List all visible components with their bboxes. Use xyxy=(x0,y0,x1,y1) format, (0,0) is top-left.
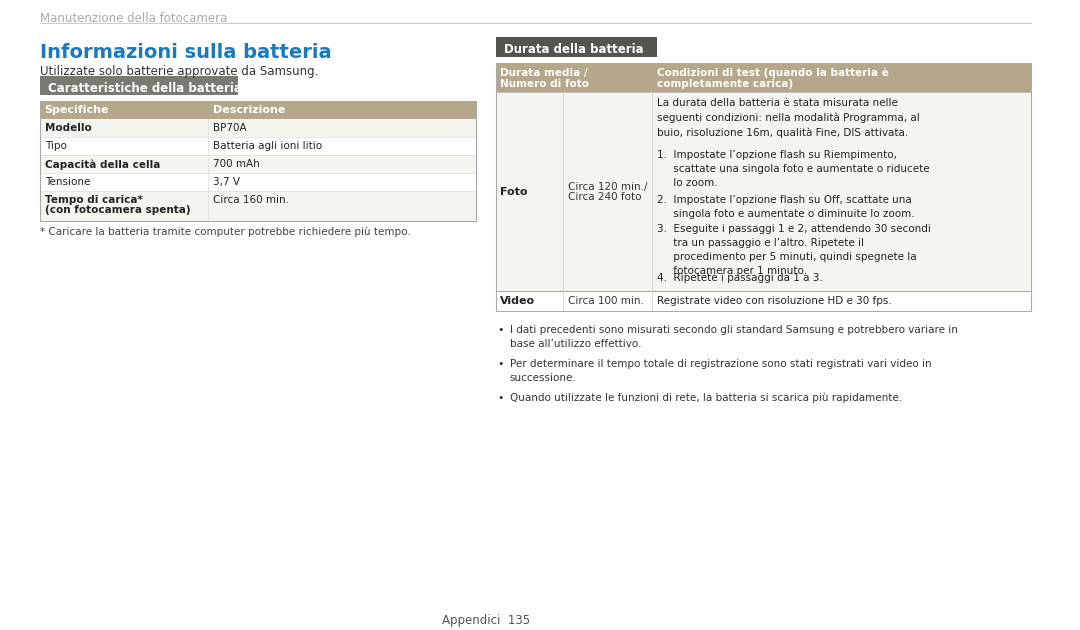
Text: Descrizione: Descrizione xyxy=(213,105,285,115)
Text: 2.  Impostate l’opzione flash su Off, scattate una
     singola foto e aumentate: 2. Impostate l’opzione flash su Off, sca… xyxy=(658,195,915,219)
Bar xyxy=(496,62,1031,93)
Text: Batteria agli ioni litio: Batteria agli ioni litio xyxy=(213,141,322,151)
Text: Utilizzate solo batterie approvate da Samsung.: Utilizzate solo batterie approvate da Sa… xyxy=(40,65,318,77)
Text: Caratteristiche della batteria: Caratteristiche della batteria xyxy=(48,81,242,94)
Bar xyxy=(40,119,476,137)
Text: Appendici  135: Appendici 135 xyxy=(442,614,530,627)
Text: Circa 160 min.: Circa 160 min. xyxy=(213,195,289,205)
Text: Modello: Modello xyxy=(44,123,92,134)
Bar xyxy=(40,191,476,220)
Text: 1.  Impostate l’opzione flash su Riempimento,
     scattate una singola foto e a: 1. Impostate l’opzione flash su Riempime… xyxy=(658,150,930,188)
Bar xyxy=(496,291,1031,311)
Text: Tipo: Tipo xyxy=(44,141,67,151)
Text: Manutenzione della fotocamera: Manutenzione della fotocamera xyxy=(40,12,227,25)
Text: 4.  Ripetete i passaggi da 1 a 3.: 4. Ripetete i passaggi da 1 a 3. xyxy=(658,273,823,284)
Bar xyxy=(496,37,658,57)
Text: •: • xyxy=(498,359,504,369)
Bar xyxy=(40,155,476,173)
Bar xyxy=(40,101,476,119)
Text: BP70A: BP70A xyxy=(213,123,247,134)
Text: •: • xyxy=(498,392,504,403)
Bar xyxy=(40,173,476,191)
Bar xyxy=(40,137,476,155)
Text: 3,7 V: 3,7 V xyxy=(213,177,240,187)
Text: Circa 120 min./: Circa 120 min./ xyxy=(568,182,648,192)
Text: La durata della batteria è stata misurata nelle
seguenti condizioni: nella modal: La durata della batteria è stata misurat… xyxy=(658,98,920,138)
Text: Capacità della cella: Capacità della cella xyxy=(44,159,160,169)
Text: Circa 240 foto: Circa 240 foto xyxy=(568,192,642,202)
Text: Durata della batteria: Durata della batteria xyxy=(503,43,644,55)
Text: Informazioni sulla batteria: Informazioni sulla batteria xyxy=(40,43,332,62)
Text: * Caricare la batteria tramite computer potrebbe richiedere più tempo.: * Caricare la batteria tramite computer … xyxy=(40,227,410,237)
Text: (con fotocamera spenta): (con fotocamera spenta) xyxy=(44,205,190,215)
Bar xyxy=(496,93,1031,291)
Text: Quando utilizzate le funzioni di rete, la batteria si scarica più rapidamente.: Quando utilizzate le funzioni di rete, l… xyxy=(510,392,902,403)
Text: Condizioni di test (quando la batteria è: Condizioni di test (quando la batteria è xyxy=(658,67,889,78)
Text: Circa 100 min.: Circa 100 min. xyxy=(568,296,644,306)
Bar xyxy=(40,76,238,95)
Text: Video: Video xyxy=(500,296,535,306)
Text: Durata media /: Durata media / xyxy=(500,67,588,77)
Text: I dati precedenti sono misurati secondo gli standard Samsung e potrebbero variar: I dati precedenti sono misurati secondo … xyxy=(510,325,958,349)
Text: 3.  Eseguite i passaggi 1 e 2, attendendo 30 secondi
     tra un passaggio e l’a: 3. Eseguite i passaggi 1 e 2, attendendo… xyxy=(658,224,931,276)
Text: Registrate video con risoluzione HD e 30 fps.: Registrate video con risoluzione HD e 30… xyxy=(658,296,892,306)
Text: completamente carica): completamente carica) xyxy=(658,79,794,89)
Text: Per determinare il tempo totale di registrazione sono stati registrati vari vide: Per determinare il tempo totale di regis… xyxy=(510,359,931,383)
Text: Tempo di carica*: Tempo di carica* xyxy=(44,195,143,205)
Text: Specifiche: Specifiche xyxy=(44,105,109,115)
Text: Foto: Foto xyxy=(500,187,527,197)
Text: Tensione: Tensione xyxy=(44,177,90,187)
Text: •: • xyxy=(498,325,504,335)
Text: 700 mAh: 700 mAh xyxy=(213,159,260,169)
Text: Numero di foto: Numero di foto xyxy=(500,79,589,89)
